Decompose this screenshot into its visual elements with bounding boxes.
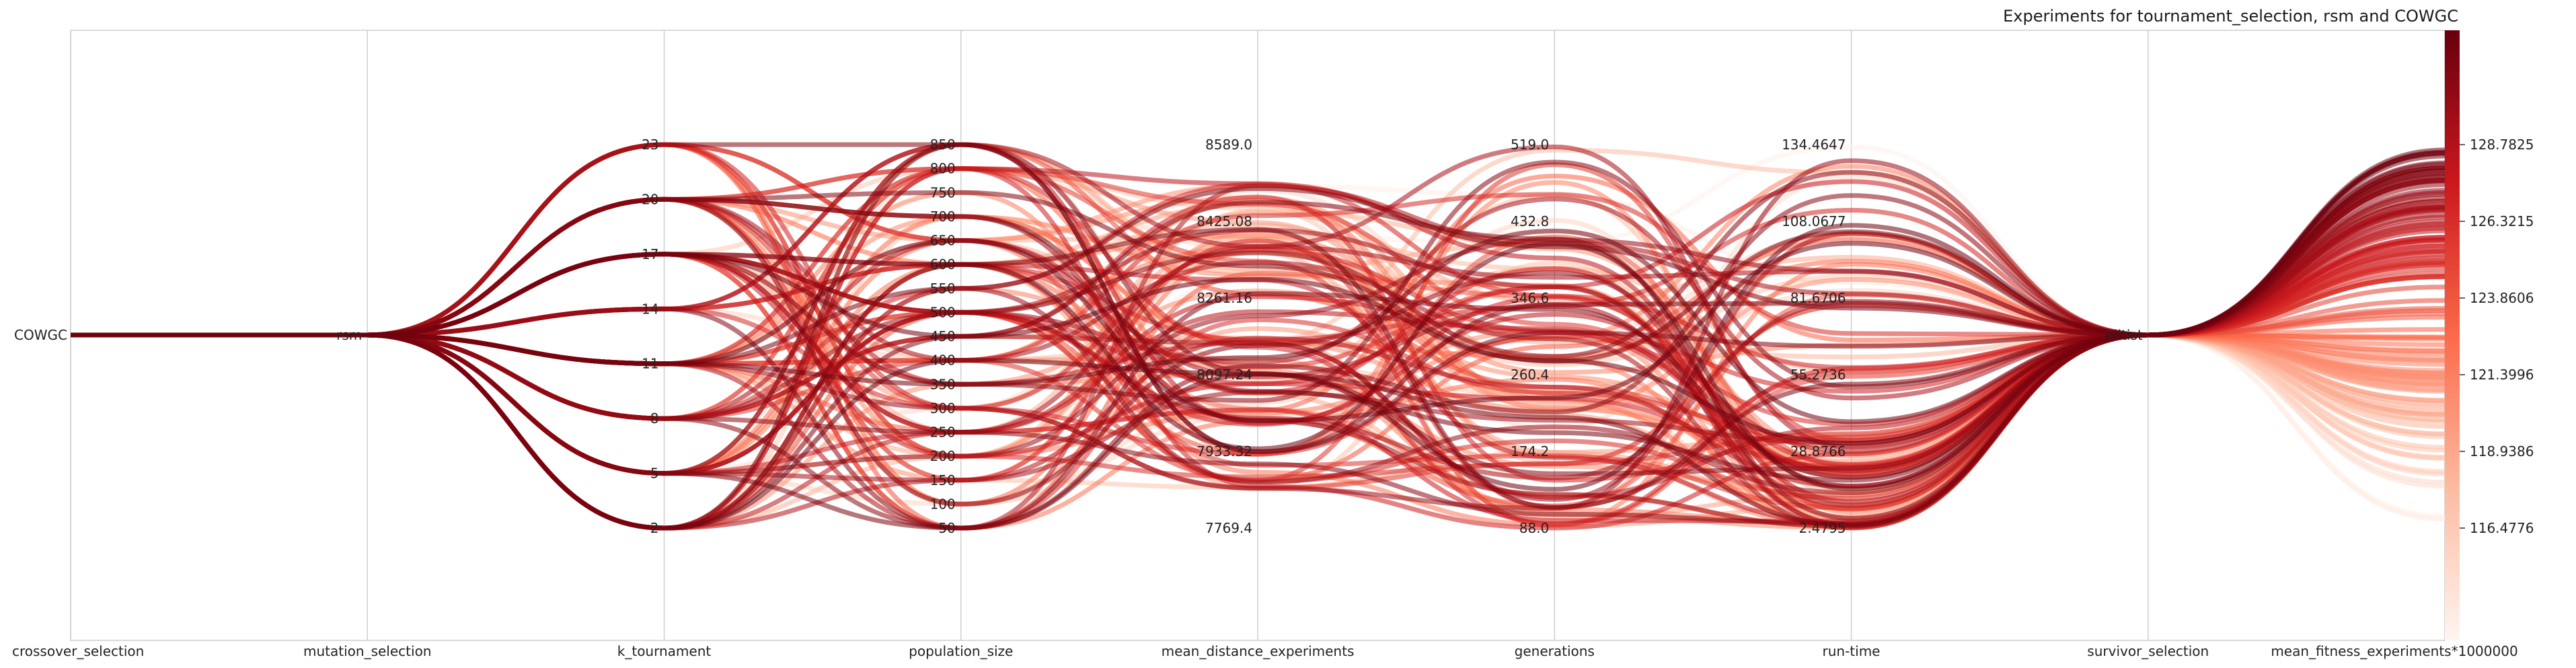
axis-tick-label: 17 xyxy=(642,246,658,262)
axis-label-crossover_selection: crossover_selection xyxy=(12,643,144,659)
axis-tick-label: 7933.32 xyxy=(1197,443,1252,459)
axis-tick-label: 20 xyxy=(642,191,658,207)
axis-tick-label: 700 xyxy=(930,209,956,225)
axis-tick-label: 519.0 xyxy=(1511,137,1549,153)
colorbar-tick-label: 116.4776 xyxy=(2470,520,2534,536)
axis-tick-label: 8097.24 xyxy=(1197,367,1252,383)
axis-tick-label: 450 xyxy=(930,328,956,344)
axis-label-generations: generations xyxy=(1515,643,1595,659)
axis-tick-label: 11 xyxy=(642,356,658,372)
axis-tick-label: 5 xyxy=(650,466,659,482)
axis-tick-label: 350 xyxy=(930,376,956,392)
colorbar-tick-label: 121.3996 xyxy=(2470,367,2534,383)
axis-label-k_tournament: k_tournament xyxy=(617,643,712,659)
axis-label-population_size: population_size xyxy=(909,643,1013,659)
colorbar-tick-label: 118.9386 xyxy=(2470,443,2534,459)
colorbar-gradient xyxy=(2445,30,2460,640)
colorbar-tick-label: 128.7825 xyxy=(2470,137,2534,153)
colorbar: 116.4776 118.9386 121.3996 123.8606 126.3215… xyxy=(2445,30,2534,640)
axis-tick-label: 200 xyxy=(930,448,956,464)
axis-tick-label: 108.0677 xyxy=(1782,213,1846,229)
axis-tick-label: 134.4647 xyxy=(1782,137,1846,153)
axis-tick-label: 8 xyxy=(650,410,659,426)
axis-tick-label: 2.4795 xyxy=(1799,520,1846,536)
axis-tick-label: 400 xyxy=(930,352,956,369)
axis-tick-label: 500 xyxy=(930,304,956,320)
axis-label-survivor_selection: survivor_selection xyxy=(2087,643,2209,659)
axis-tick-label: 550 xyxy=(930,281,956,297)
axis-tick-label: 600 xyxy=(930,256,956,272)
axis-tick-label: 174.2 xyxy=(1511,443,1549,459)
axis-tick-label: 150 xyxy=(930,472,956,488)
axis-label-mean_distance_experiments: mean_distance_experiments xyxy=(1162,643,1355,659)
axis-labels: crossover_selection mutation_selection k_t… xyxy=(12,643,2518,659)
axis-tick-label: 650 xyxy=(930,233,956,249)
axis-tick-label: 81.6706 xyxy=(1790,290,1846,306)
axis-tick-label: 23 xyxy=(642,137,658,153)
chart-title: Experiments for tournament_selection, rs… xyxy=(2003,7,2458,26)
axis-tick-label: 2 xyxy=(650,520,659,536)
axis-tick-label: COWGC xyxy=(14,327,67,343)
axis-tick-label: 100 xyxy=(930,496,956,512)
axis-tick-label: 8589.0 xyxy=(1205,137,1252,153)
axis-tick-label: 750 xyxy=(930,184,956,200)
axis-label-run-time: run-time xyxy=(1823,643,1881,659)
axis-label-mean_fitness_experiments*1000000: mean_fitness_experiments*1000000 xyxy=(2271,643,2517,659)
axis-tick-label: elitist xyxy=(2106,327,2143,343)
axis-tick-label: 7769.4 xyxy=(1205,520,1252,536)
axis-tick-label: 8261.16 xyxy=(1197,290,1252,306)
axis-tick-label: 300 xyxy=(930,400,956,416)
axis-tick-label: 432.8 xyxy=(1511,213,1549,229)
axis-tick-label: 850 xyxy=(930,137,956,153)
axis-label-mutation_selection: mutation_selection xyxy=(303,643,431,659)
axis-tick-label: 14 xyxy=(642,301,658,317)
axis-tick-label: 50 xyxy=(938,520,955,536)
axis-tick-label: 55.2736 xyxy=(1790,367,1846,383)
data-line xyxy=(71,149,2446,531)
axis-ticks: COWGC rsm 2 5 8 11 14 17 20 23 50 100 150 200 250 300 35… xyxy=(14,137,2143,536)
data-lines xyxy=(71,142,2446,531)
axis-tick-label: 260.4 xyxy=(1511,367,1549,383)
axis-tick-label: 346.6 xyxy=(1511,290,1549,306)
axis-tick-label: 88.0 xyxy=(1519,520,1550,536)
axis-tick-label: 28.8766 xyxy=(1790,443,1846,459)
data-line xyxy=(71,178,2446,531)
axis-tick-label: rsm xyxy=(336,327,362,343)
colorbar-tick-label: 126.3215 xyxy=(2470,213,2534,229)
colorbar-tick-label: 123.8606 xyxy=(2470,290,2534,306)
axis-tick-label: 800 xyxy=(930,161,956,177)
axis-tick-label: 250 xyxy=(930,424,956,441)
axis-tick-label: 8425.08 xyxy=(1197,213,1252,229)
data-line xyxy=(71,147,2446,491)
